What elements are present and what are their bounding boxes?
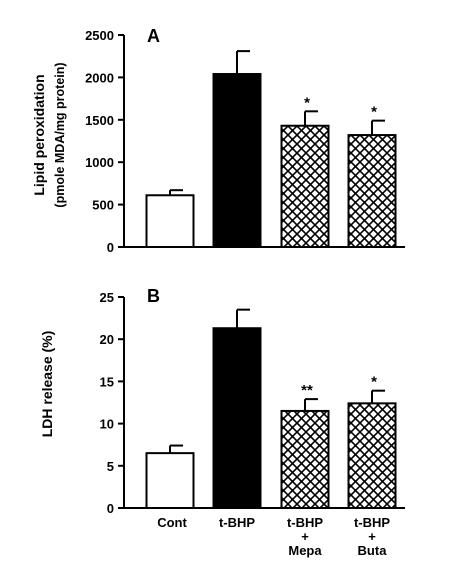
panel-a-bar bbox=[347, 134, 397, 248]
panel-a-ylabel: Lipid peroxidation bbox=[31, 74, 47, 195]
x-label-tbhp-buta-line2: + bbox=[368, 529, 376, 544]
x-label-tbhp-mepa-line3: Mepa bbox=[288, 543, 322, 558]
panel-a-ytick-label: 2500 bbox=[85, 28, 114, 43]
x-category-labels: Cont t-BHP t-BHP + Mepa t-BHP + Buta bbox=[157, 515, 390, 558]
panel-b-label: B bbox=[147, 286, 160, 306]
panel-b-ylabel: LDH release (%) bbox=[39, 331, 55, 438]
x-label-tbhp-mepa-line2: + bbox=[301, 529, 309, 544]
panel-a-significance-mark: * bbox=[304, 94, 310, 111]
panel-b-bar bbox=[280, 409, 330, 509]
panel-a-ytick-label: 0 bbox=[107, 240, 114, 255]
x-label-cont: Cont bbox=[157, 515, 187, 530]
panel-b-ytick-label: 0 bbox=[107, 501, 114, 516]
panel-b-bar bbox=[145, 452, 195, 510]
panel-a-bar bbox=[280, 124, 330, 248]
panel-a-significance-mark: * bbox=[371, 104, 377, 121]
panel-b-ytick-label: 25 bbox=[100, 290, 114, 305]
panel-b-bar bbox=[212, 327, 262, 509]
panel-b-ytick-label: 20 bbox=[100, 332, 114, 347]
panel-a-ytick-label: 500 bbox=[92, 198, 114, 213]
x-label-tbhp-buta-line3: Buta bbox=[358, 543, 388, 558]
panel-b-significance-mark: * bbox=[371, 374, 377, 391]
x-label-tbhp-buta-line1: t-BHP bbox=[354, 515, 390, 530]
panel-b-ytick-label: 15 bbox=[100, 374, 114, 389]
panel-a-label: A bbox=[147, 26, 160, 46]
panel-a-ytick-label: 1000 bbox=[85, 155, 114, 170]
panel-a-bars: ** bbox=[145, 50, 397, 249]
panel-b-significance-mark: ** bbox=[301, 382, 313, 399]
panel-b-ytick-label: 10 bbox=[100, 417, 114, 432]
panel-b-bars: ** * bbox=[145, 308, 397, 510]
panel-a-ylabel-sub: (pmole MDA/mg protein) bbox=[53, 62, 67, 207]
panel-a-bar bbox=[145, 194, 195, 249]
x-label-tbhp: t-BHP bbox=[219, 515, 255, 530]
panel-a-ytick-label: 2000 bbox=[85, 70, 114, 85]
panel-b-bar bbox=[347, 402, 397, 509]
panel-b-ytick-label: 5 bbox=[107, 459, 114, 474]
panel-a-bar bbox=[212, 73, 262, 249]
panel-a: A Lipid peroxidation (pmole MDA/mg prote… bbox=[31, 26, 405, 255]
panel-a-ytick-label: 1500 bbox=[85, 113, 114, 128]
x-label-tbhp-mepa-line1: t-BHP bbox=[287, 515, 323, 530]
